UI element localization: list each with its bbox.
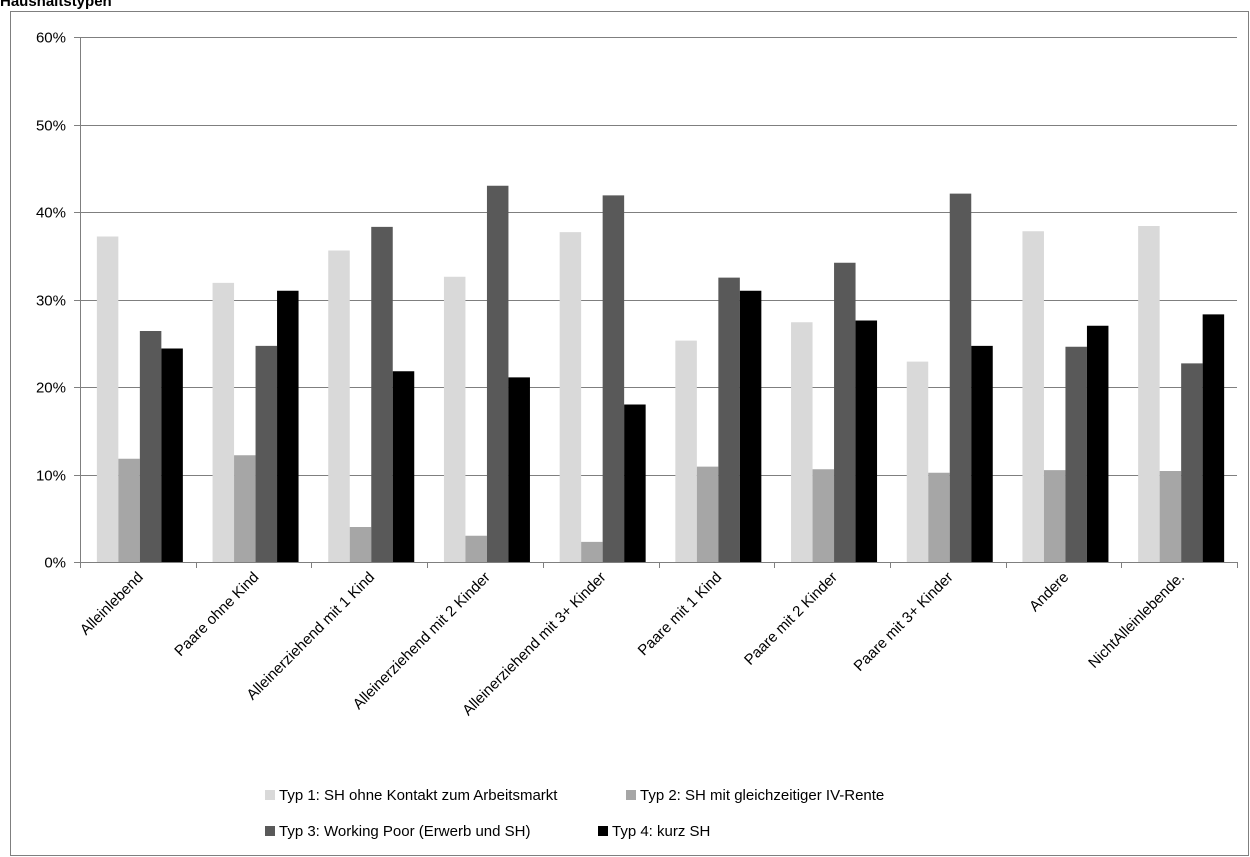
legend-entry-label: Typ 3: Working Poor (Erwerb und SH) (279, 823, 530, 840)
bar-1 (96, 236, 119, 562)
legend-swatch (626, 790, 636, 800)
bar-2 (581, 541, 603, 562)
bar-4 (855, 320, 878, 562)
bar-3 (486, 185, 509, 562)
y-tick-label: 10% (36, 468, 66, 485)
bar-1 (906, 361, 929, 562)
y-tick-label: 20% (36, 380, 66, 397)
y-tick-label: 60% (36, 30, 66, 47)
bar-3 (602, 195, 625, 562)
bar-3 (255, 345, 278, 562)
bar-4 (277, 290, 299, 562)
bar-4 (392, 371, 415, 562)
bar-4 (1202, 314, 1225, 562)
bar-2 (234, 455, 256, 562)
bar-4 (739, 290, 762, 562)
bar-2 (1159, 471, 1182, 562)
legend-entry-label: Typ 2: SH mit gleichzeitiger IV-Rente (640, 787, 884, 804)
bar-2 (812, 469, 835, 562)
y-tick-label: 40% (36, 205, 66, 222)
bar-3 (1065, 346, 1087, 562)
bar-4 (508, 377, 530, 562)
bar-2 (465, 535, 487, 562)
bar-1 (443, 276, 466, 562)
bar-2 (349, 527, 372, 562)
bar-2 (928, 472, 950, 562)
bar-1 (791, 322, 813, 562)
bar-3 (834, 262, 856, 562)
y-tick-label: 50% (36, 118, 66, 135)
bar-1 (212, 282, 235, 562)
bar-1 (328, 250, 350, 562)
bar-4 (1086, 325, 1109, 562)
legend-entry-label: Typ 1: SH ohne Kontakt zum Arbeitsmarkt (279, 787, 558, 804)
bar-4 (161, 348, 183, 562)
bar-series (96, 185, 1225, 562)
y-tick-label: 30% (36, 293, 66, 310)
y-tick-label: 0% (44, 555, 66, 572)
bar-2 (118, 458, 140, 562)
bar-2 (696, 466, 719, 562)
bar-4 (624, 404, 646, 562)
bar-3 (371, 226, 393, 562)
y-axis-tick-labels: 0% 10% 20% 30% 40% 50% 60% (36, 30, 80, 572)
bar-1 (1138, 226, 1160, 562)
legend-swatch (265, 826, 275, 836)
x-axis-ticks (80, 562, 1238, 568)
bar-4 (971, 345, 993, 562)
legend-swatch (265, 790, 275, 800)
bar-3 (718, 277, 740, 562)
legend-swatch (598, 826, 608, 836)
bar-1 (675, 340, 697, 562)
bar-1 (1022, 231, 1044, 562)
legend: Typ 1: SH ohne Kontakt zum Arbeitsmarkt T… (265, 787, 884, 840)
legend-entry-label: Typ 4: kurz SH (612, 823, 710, 840)
chart-title: Haushaltstypen (0, 0, 112, 10)
bar-1 (559, 232, 582, 562)
bar-3 (949, 193, 972, 562)
bar-3 (139, 331, 162, 562)
bar-2 (1043, 470, 1066, 562)
bar-3 (1181, 363, 1203, 562)
